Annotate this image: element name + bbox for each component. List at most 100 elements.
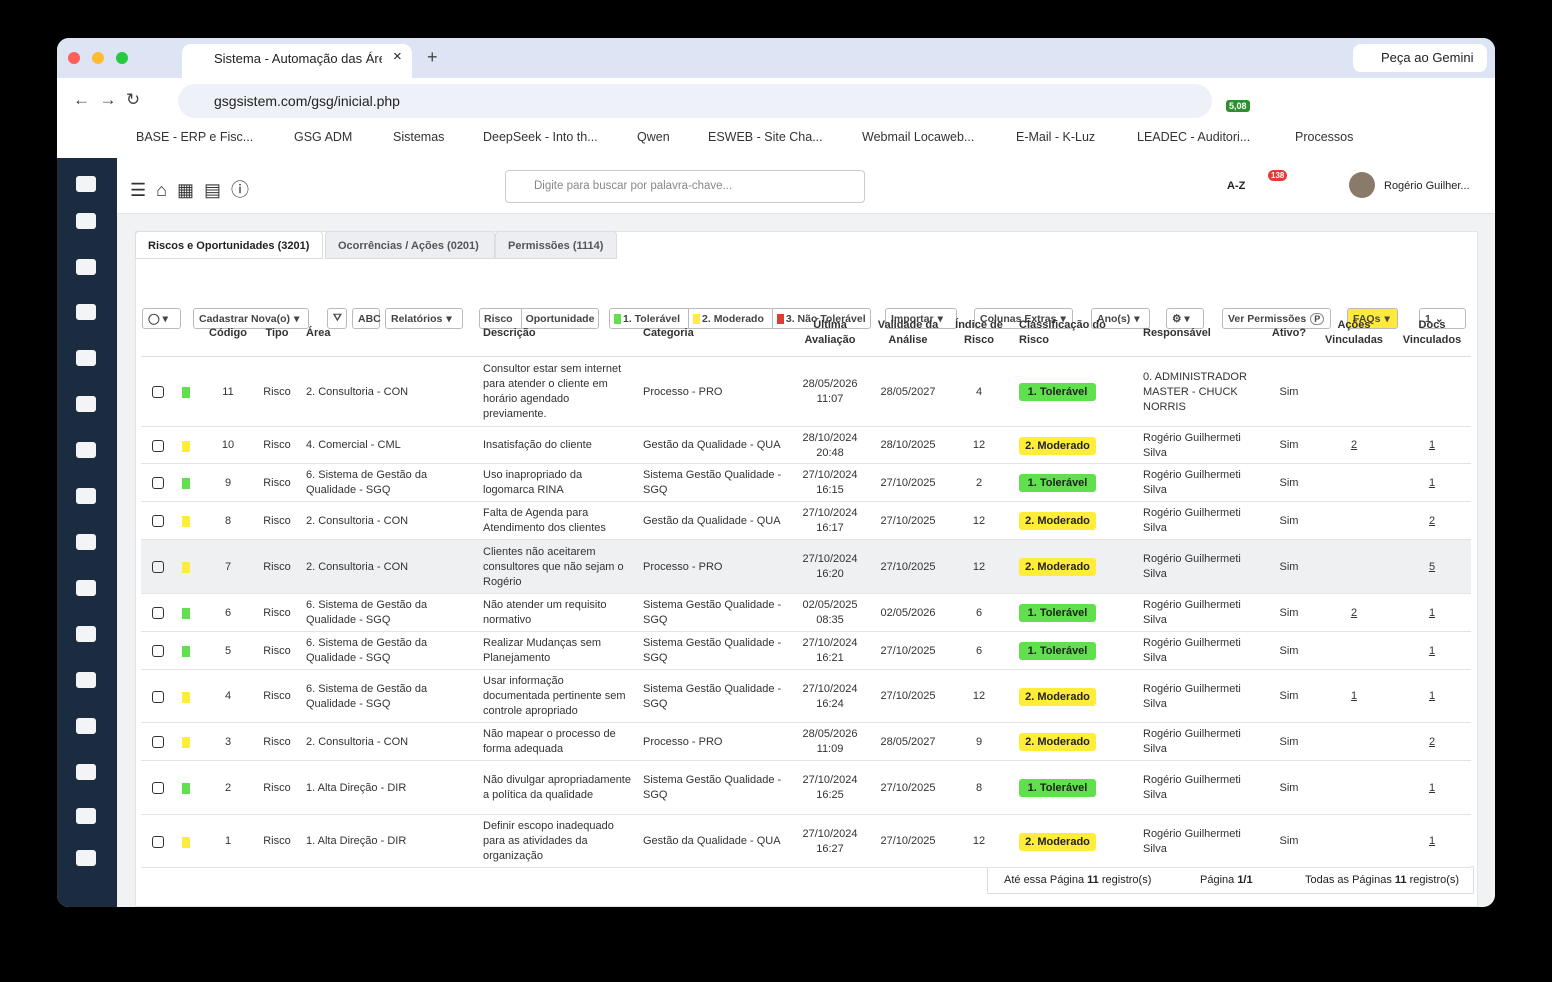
table-row[interactable]: [141, 594, 1471, 632]
toolbar-button[interactable]: Ano(s) ▾: [1091, 308, 1150, 329]
column-header[interactable]: Área: [306, 327, 331, 339]
sidebar-icon[interactable]: [76, 534, 96, 550]
table-row[interactable]: [141, 723, 1471, 761]
bookmark[interactable]: Sistemas: [393, 130, 445, 144]
doc-icon[interactable]: [182, 440, 190, 452]
close-dot[interactable]: [68, 52, 80, 64]
max-dot[interactable]: [116, 52, 128, 64]
row-checkbox[interactable]: [152, 515, 164, 527]
doc-icon[interactable]: [182, 478, 190, 489]
bookmark[interactable]: BASE - ERP e Fisc...: [136, 130, 254, 144]
row-checkbox[interactable]: [152, 690, 164, 703]
link[interactable]: 2: [1428, 514, 1436, 527]
toolbar-button[interactable]: 1 ⌄: [1419, 308, 1466, 329]
table-row[interactable]: [141, 540, 1471, 594]
link[interactable]: 2: [1350, 439, 1358, 451]
avatar[interactable]: [1349, 172, 1375, 198]
column-header[interactable]: Ativo?: [1271, 327, 1307, 339]
doc-icon[interactable]: [182, 516, 190, 527]
toolbar-button[interactable]: Relatórios ▾: [385, 308, 463, 329]
column-header[interactable]: Validade da Análise: [877, 319, 939, 346]
tab-close[interactable]: ×: [393, 48, 402, 65]
table-row[interactable]: [141, 670, 1471, 723]
row-checkbox[interactable]: [152, 607, 164, 619]
sidebar-icon[interactable]: [76, 304, 96, 320]
table-row[interactable]: [141, 464, 1471, 502]
min-dot[interactable]: [92, 52, 104, 64]
sidebar-icon[interactable]: [76, 626, 96, 642]
bookmark[interactable]: Qwen: [637, 130, 670, 144]
column-header[interactable]: Ações Vinculadas: [1325, 319, 1383, 346]
row-checkbox[interactable]: [152, 645, 164, 657]
row-checkbox[interactable]: [152, 736, 164, 748]
table-row[interactable]: [141, 632, 1471, 670]
toolbar-button[interactable]: Colunas Extras ▾: [974, 308, 1073, 329]
table-row[interactable]: [141, 761, 1471, 815]
bookmark[interactable]: Processos: [1295, 130, 1354, 144]
column-header[interactable]: Índice de Risco: [955, 319, 1003, 346]
column-header[interactable]: Docs Vinculados: [1402, 319, 1462, 346]
link[interactable]: 1: [1428, 690, 1436, 702]
link[interactable]: 5: [1428, 560, 1436, 573]
row-checkbox[interactable]: [152, 835, 164, 848]
table-row[interactable]: [141, 357, 1471, 427]
row-checkbox[interactable]: [152, 782, 164, 794]
row-checkbox[interactable]: [152, 561, 164, 573]
row-checkbox[interactable]: [152, 477, 164, 489]
column-header[interactable]: Responsável: [1143, 327, 1211, 339]
column-header[interactable]: Classificação do Risco: [1019, 319, 1106, 346]
row-checkbox[interactable]: [152, 386, 164, 398]
column-header[interactable]: Descrição: [483, 327, 536, 339]
status-select[interactable]: ◯ ▾: [142, 308, 181, 329]
doc-icon[interactable]: [182, 691, 190, 703]
sidebar-icon[interactable]: [76, 350, 96, 366]
doc-icon[interactable]: [182, 562, 190, 573]
sidebar-icon[interactable]: [76, 808, 96, 824]
sidebar-icon[interactable]: [76, 580, 96, 596]
toolbar-button[interactable]: Importar ▾: [885, 308, 957, 329]
link[interactable]: 1: [1428, 439, 1436, 451]
sidebar-icon[interactable]: [76, 213, 96, 229]
toolbar-button[interactable]: Oportunidade: [520, 309, 599, 328]
address-bar[interactable]: [178, 84, 1212, 118]
column-header[interactable]: Código: [209, 327, 247, 339]
sidebar-icon[interactable]: [76, 442, 96, 458]
link[interactable]: 2: [1350, 606, 1358, 619]
gemini-button[interactable]: [1353, 44, 1487, 72]
toolbar-button[interactable]: 1. Tolerável: [610, 309, 684, 328]
doc-icon[interactable]: [182, 608, 190, 619]
bookmark[interactable]: ESWEB - Site Cha...: [708, 130, 823, 144]
doc-icon[interactable]: [182, 387, 190, 398]
filter-button[interactable]: ⛛: [327, 308, 347, 329]
bookmark[interactable]: LEADEC - Auditori...: [1137, 130, 1251, 144]
link[interactable]: 1: [1428, 476, 1436, 489]
column-header[interactable]: Última Avaliação: [804, 319, 856, 346]
tab[interactable]: Permissões (1114): [495, 231, 617, 259]
column-header[interactable]: Tipo: [265, 327, 289, 339]
column-header[interactable]: Categoria: [643, 327, 694, 339]
bookmark[interactable]: E-Mail - K-Luz: [1016, 130, 1096, 144]
bookmark[interactable]: Webmail Locaweb...: [862, 130, 975, 144]
table-row[interactable]: [141, 815, 1471, 868]
az-button[interactable]: A-Z: [1227, 180, 1246, 192]
header-icons[interactable]: ☰ ⌂ ▦ ▤ ⓘ: [130, 180, 250, 200]
link[interactable]: 1: [1350, 690, 1358, 702]
toolbar-button[interactable]: Ver Permissões P: [1222, 308, 1331, 329]
settings-button[interactable]: ⚙ ▾: [1166, 308, 1204, 329]
sidebar-icon[interactable]: [76, 718, 96, 734]
sidebar-icon[interactable]: [76, 850, 96, 866]
active-tab[interactable]: [182, 44, 412, 78]
bookmark[interactable]: GSG ADM: [294, 130, 353, 144]
doc-icon[interactable]: [182, 836, 190, 848]
toolbar-button[interactable]: ABC: [352, 308, 381, 329]
sidebar-icon[interactable]: [76, 764, 96, 780]
row-checkbox[interactable]: [152, 439, 164, 452]
nav-buttons[interactable]: ← → ↻: [73, 90, 141, 109]
tab[interactable]: Ocorrências / Ações (0201): [325, 231, 495, 259]
toolbar-button[interactable]: FAQs ▾: [1347, 308, 1398, 329]
link[interactable]: 1: [1428, 835, 1436, 847]
table-row[interactable]: [141, 502, 1471, 540]
link[interactable]: 2: [1428, 735, 1436, 748]
sidebar-icon[interactable]: [76, 176, 96, 192]
search-box[interactable]: [505, 170, 865, 203]
